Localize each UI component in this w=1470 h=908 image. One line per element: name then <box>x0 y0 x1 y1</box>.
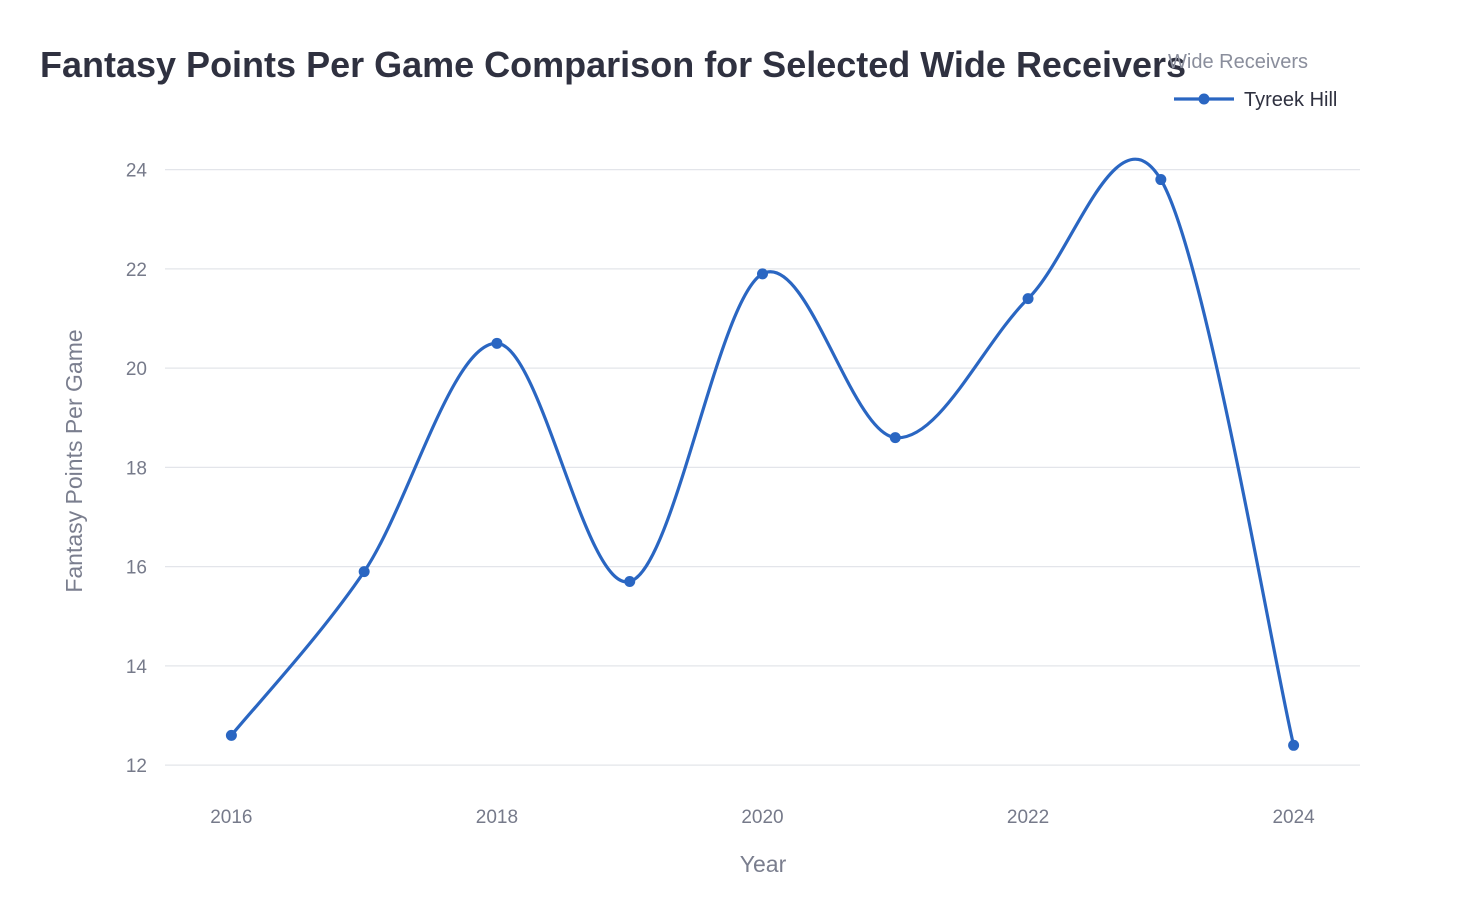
legend-entry[interactable]: Tyreek Hill <box>1174 89 1337 111</box>
legend-title: Wide Receivers <box>1168 51 1308 73</box>
data-point[interactable] <box>1022 293 1034 305</box>
series-layer <box>225 157 1300 751</box>
x-tick-label: 2018 <box>476 807 518 828</box>
y-tick-label: 12 <box>126 756 147 777</box>
legend-marker-icon <box>1198 93 1210 105</box>
data-point[interactable] <box>1288 739 1300 751</box>
legend[interactable]: Wide Receivers Tyreek Hill <box>1168 51 1337 111</box>
y-axis-title: Fantasy Points Per Game <box>61 329 87 592</box>
y-tick-label: 16 <box>126 558 147 579</box>
data-point[interactable] <box>358 566 370 578</box>
x-tick-label: 2020 <box>741 807 783 828</box>
series-line[interactable] <box>229 157 1296 747</box>
x-tick-labels: 2016 2018 2020 2022 2024 <box>210 807 1315 828</box>
data-point[interactable] <box>757 268 768 280</box>
data-point[interactable] <box>889 432 901 444</box>
x-axis-title: Year <box>740 851 787 877</box>
legend-label: Tyreek Hill <box>1244 89 1337 111</box>
y-tick-label: 20 <box>126 359 147 380</box>
y-tick-label: 22 <box>126 260 147 281</box>
data-point[interactable] <box>491 337 503 349</box>
x-tick-label: 2022 <box>1007 807 1049 828</box>
y-tick-label: 14 <box>126 657 148 678</box>
y-tick-label: 18 <box>126 458 147 479</box>
chart-title: Fantasy Points Per Game Comparison for S… <box>40 44 1186 85</box>
data-point[interactable] <box>225 729 237 741</box>
x-tick-label: 2016 <box>210 807 252 828</box>
x-tick-label: 2024 <box>1272 807 1315 828</box>
data-point[interactable] <box>1155 174 1167 186</box>
y-tick-label: 24 <box>126 161 148 182</box>
data-point[interactable] <box>624 576 636 588</box>
legend-entries[interactable]: Tyreek Hill <box>1174 89 1337 111</box>
gridlines <box>165 169 1360 766</box>
y-tick-labels: 12 14 16 18 20 22 24 <box>126 161 148 778</box>
